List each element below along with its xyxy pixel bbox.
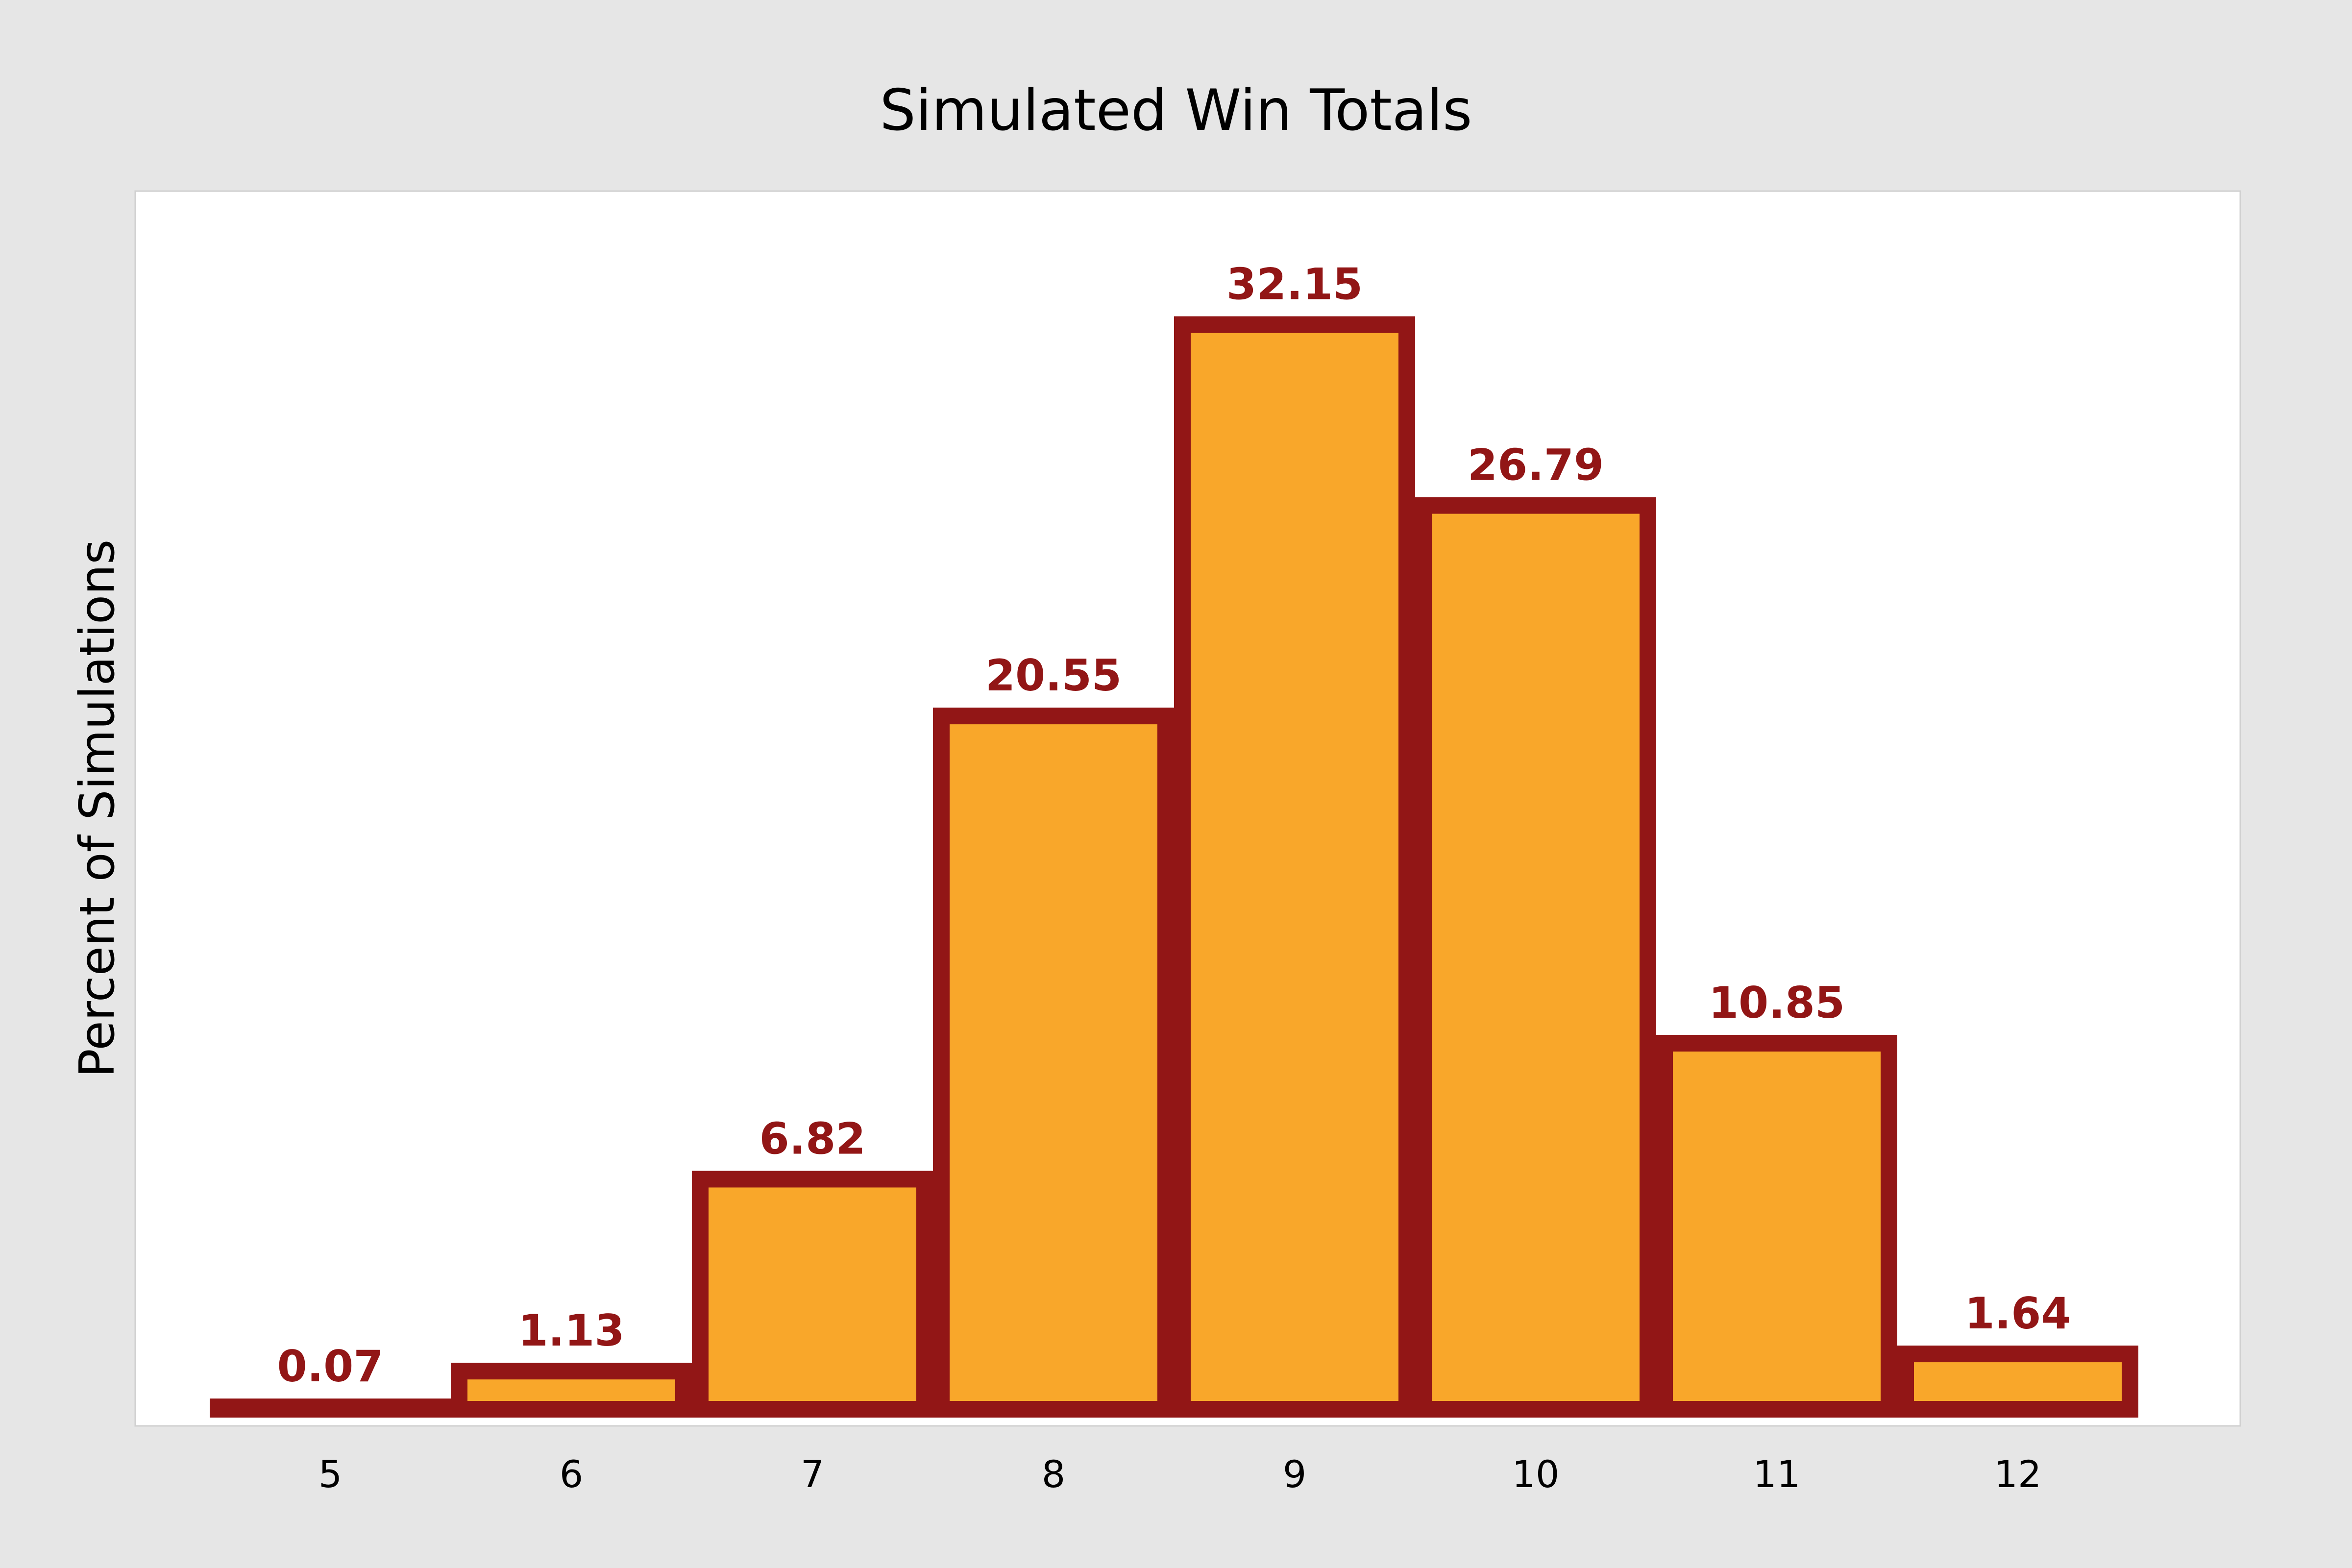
bars-layer: [210, 316, 2138, 1418]
bar-11: [1656, 1034, 1897, 1418]
y-axis-label: Percent of Simulations: [70, 539, 125, 1078]
data-label-8: 20.55: [985, 650, 1122, 701]
x-tick-label-10: 10: [1512, 1452, 1560, 1496]
x-tick-label-8: 8: [1042, 1452, 1065, 1496]
data-labels-layer: 0.07 1.13 6.82 20.55 32.15 26.79 10.85 1.64: [277, 259, 2071, 1392]
bar-6: [451, 1363, 692, 1418]
bar-5: [210, 1398, 451, 1418]
data-label-9: 32.15: [1226, 259, 1363, 309]
chart-title: Simulated Win Totals: [880, 77, 1472, 144]
data-label-5: 0.07: [277, 1341, 383, 1392]
x-tick-label-12: 12: [1994, 1452, 2042, 1496]
data-label-11: 10.85: [1709, 978, 1845, 1028]
bar-8: [933, 708, 1174, 1418]
x-tick-label-9: 9: [1283, 1452, 1306, 1496]
x-tick-label-7: 7: [801, 1452, 824, 1496]
x-tick-label-6: 6: [560, 1452, 583, 1496]
bar-12: [1897, 1346, 2138, 1418]
data-label-10: 26.79: [1468, 440, 1604, 490]
x-axis-ticks: 5 6 7 8 9 10 11 12: [318, 1452, 2042, 1496]
bar-10: [1415, 497, 1656, 1418]
x-tick-label-5: 5: [318, 1452, 342, 1496]
data-label-7: 6.82: [759, 1113, 865, 1164]
data-label-6: 1.13: [518, 1305, 624, 1356]
data-label-12: 1.64: [1964, 1288, 2071, 1339]
bar-7: [692, 1171, 933, 1418]
bar-9: [1174, 316, 1415, 1418]
x-tick-label-11: 11: [1753, 1452, 1801, 1496]
